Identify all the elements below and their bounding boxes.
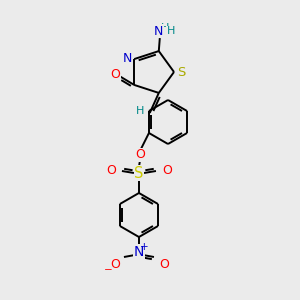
Text: N: N <box>134 245 144 259</box>
Text: N: N <box>122 52 132 64</box>
Text: −: − <box>103 265 112 275</box>
Text: O: O <box>135 148 145 161</box>
Text: N: N <box>154 25 164 38</box>
Text: O: O <box>162 164 172 178</box>
Text: S: S <box>134 166 144 181</box>
Text: O: O <box>110 257 120 271</box>
Text: H: H <box>136 106 144 116</box>
Text: +: + <box>140 242 148 252</box>
Text: O: O <box>110 68 120 81</box>
Text: H: H <box>167 26 175 36</box>
Text: O: O <box>159 257 169 271</box>
Text: O: O <box>106 164 116 178</box>
Text: H: H <box>160 23 169 33</box>
Text: S: S <box>177 65 185 79</box>
